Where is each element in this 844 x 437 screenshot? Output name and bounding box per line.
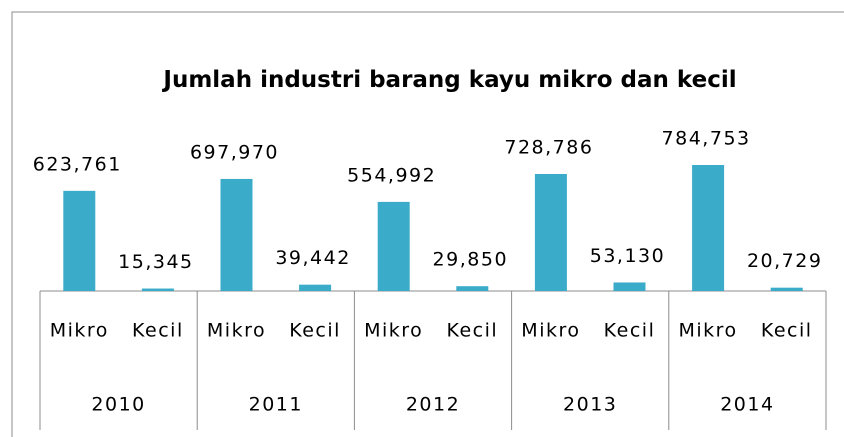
x-tick-label: Kecil [446,320,498,342]
x-tick-label: Mikro [364,320,423,342]
bar [299,284,332,291]
bar [534,173,567,291]
value-label: 15,345 [118,251,193,273]
bar [220,178,253,291]
bar [456,286,489,291]
x-tick-label: Kecil [132,320,184,342]
bar [377,201,410,291]
x-tick-label: Mikro [207,320,266,342]
bar [141,288,174,291]
x-tick-label: Mikro [678,320,737,342]
value-label: 728,786 [504,136,593,158]
value-label: 554,992 [347,164,436,186]
frame [11,11,844,437]
x-tick-label: Kecil [289,320,341,342]
value-label: 39,442 [275,247,350,269]
x-tick-label: Mikro [521,320,580,342]
value-label: 623,761 [33,153,122,175]
x-tick-label: Mikro [50,320,109,342]
x-tick-label: Kecil [604,320,656,342]
bar [613,282,646,291]
group-label: 2011 [249,394,303,416]
bar [692,165,725,291]
value-label: 53,130 [590,245,665,267]
x-tick-label: Kecil [761,320,813,342]
value-label: 20,729 [747,250,822,272]
bar [63,190,96,291]
value-label: 784,753 [662,128,751,150]
group-label: 2014 [720,394,774,416]
chart-title: Jumlah industri barang kayu mikro dan ke… [163,67,737,93]
group-label: 2010 [91,394,145,416]
bar [770,287,803,291]
value-label: 29,850 [433,249,508,271]
group-label: 2013 [563,394,617,416]
value-label: 697,970 [190,141,279,163]
group-label: 2012 [406,394,460,416]
